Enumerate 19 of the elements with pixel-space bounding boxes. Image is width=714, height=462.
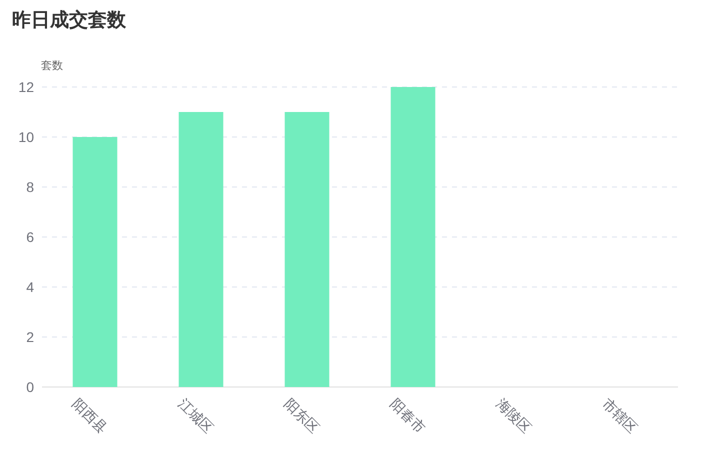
x-tick-label: 市辖区: [600, 395, 641, 436]
bar: [178, 112, 224, 387]
y-tick-label: 10: [18, 129, 34, 145]
bar: [284, 112, 330, 387]
x-tick-label: 阳西县: [70, 395, 111, 436]
y-tick-label: 0: [26, 379, 34, 395]
chart-title: 昨日成交套数: [12, 9, 127, 31]
x-tick-label: 阳东区: [282, 395, 323, 436]
x-tick-label: 江城区: [176, 395, 217, 436]
x-tick-label: 海陵区: [494, 395, 535, 436]
y-tick-label: 4: [26, 279, 34, 295]
y-tick-label: 6: [26, 229, 34, 245]
y-tick-label: 2: [26, 329, 34, 345]
bar: [390, 87, 436, 387]
y-tick-label: 8: [26, 179, 34, 195]
x-tick-label: 阳春市: [388, 395, 429, 436]
bar: [72, 137, 118, 387]
y-tick-label: 12: [18, 79, 34, 95]
y-axis-title: 套数: [41, 60, 63, 72]
